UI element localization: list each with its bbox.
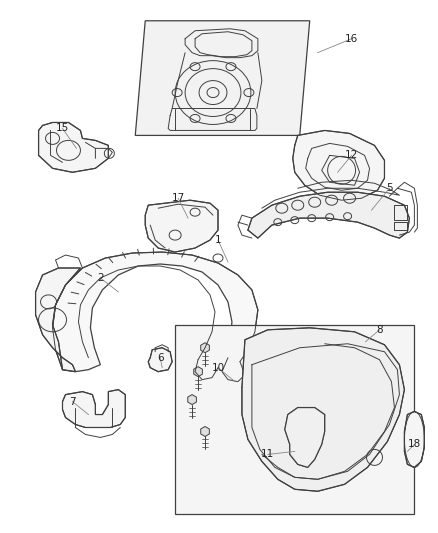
Polygon shape xyxy=(201,343,209,353)
Polygon shape xyxy=(53,252,258,372)
Text: 16: 16 xyxy=(345,34,358,44)
Text: 1: 1 xyxy=(215,235,221,245)
Polygon shape xyxy=(148,348,172,372)
Bar xyxy=(175,325,414,514)
Polygon shape xyxy=(293,131,385,200)
Text: 2: 2 xyxy=(97,273,104,283)
Text: 11: 11 xyxy=(261,449,275,459)
Text: 7: 7 xyxy=(69,397,76,407)
Text: 18: 18 xyxy=(408,439,421,449)
Polygon shape xyxy=(145,200,218,252)
Text: 8: 8 xyxy=(376,325,383,335)
Text: 12: 12 xyxy=(345,150,358,160)
Text: 15: 15 xyxy=(56,124,69,133)
Polygon shape xyxy=(63,390,125,427)
Polygon shape xyxy=(248,192,410,238)
Text: 10: 10 xyxy=(212,362,225,373)
Polygon shape xyxy=(135,21,310,135)
Polygon shape xyxy=(188,394,196,405)
Text: 5: 5 xyxy=(386,183,393,193)
Polygon shape xyxy=(404,411,424,467)
Polygon shape xyxy=(35,268,81,372)
Polygon shape xyxy=(285,408,325,467)
Polygon shape xyxy=(194,367,202,377)
Polygon shape xyxy=(242,328,404,491)
Polygon shape xyxy=(201,426,209,437)
Text: 6: 6 xyxy=(157,353,163,363)
Text: 17: 17 xyxy=(172,193,185,203)
Polygon shape xyxy=(39,123,108,172)
